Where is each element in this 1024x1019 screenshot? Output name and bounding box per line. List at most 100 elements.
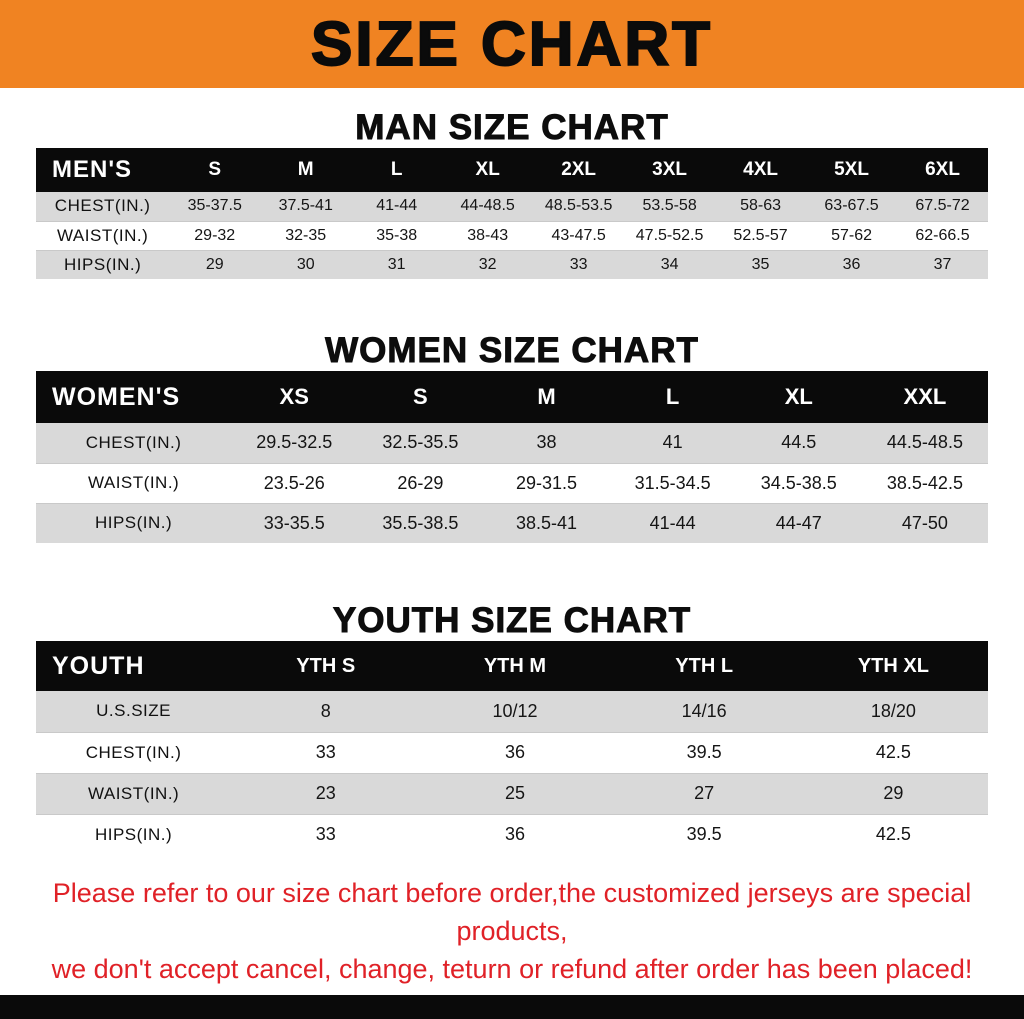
cell: 32 <box>442 249 534 279</box>
man-table-corner-cell: MEN'S <box>36 148 170 192</box>
size-header-cell: 2XL <box>533 148 625 192</box>
cell: 35 <box>715 249 807 279</box>
youth-table-header-row: YOUTH YTH S YTH M YTH L YTH XL <box>36 641 988 691</box>
cell: 23 <box>231 772 421 814</box>
cell: 35.5-38.5 <box>357 502 484 543</box>
cell: 32-35 <box>260 220 352 250</box>
cell: 43-47.5 <box>533 220 625 250</box>
size-header-cell: M <box>483 371 610 423</box>
cell: 32.5-35.5 <box>382 432 459 453</box>
size-header-cell: XXL <box>861 371 988 423</box>
cell: 29 <box>798 772 988 814</box>
cell: 41-44 <box>609 502 736 543</box>
row-label: HIPS(IN.) <box>36 249 170 279</box>
cell: 41 <box>662 432 683 453</box>
cell: 41-44 <box>376 197 418 215</box>
cell: 39.5 <box>609 731 799 773</box>
cell: 42.5 <box>798 813 988 855</box>
women-size-table: WOMEN'S XS S M L XL XXL CHEST(IN.) 29.5-… <box>36 371 988 543</box>
footer-disclaimer-line2: we don't accept cancel, change, teturn o… <box>51 953 973 984</box>
cell: 33 <box>231 813 421 855</box>
man-size-section: MAN SIZE CHART MEN'S S M L XL 2XL 3XL 4X… <box>0 108 1024 279</box>
table-row: WAIST(IN.) 23 25 27 29 <box>36 772 988 814</box>
footer-disclaimer: Please refer to our size chart before or… <box>0 875 1024 988</box>
cell: 36 <box>420 813 610 855</box>
cell: 29-32 <box>169 220 261 250</box>
cell: 26-29 <box>357 462 484 503</box>
cell: 38.5-42.5 <box>861 462 988 503</box>
row-label: HIPS(IN.) <box>36 813 232 855</box>
cell: 44.5 <box>781 432 817 453</box>
size-header-cell: S <box>357 371 484 423</box>
cell: 14/16 <box>681 700 727 721</box>
size-header-cell: XS <box>231 371 358 423</box>
size-header-cell: 6XL <box>897 148 988 192</box>
size-header-cell: YTH M <box>420 641 610 691</box>
cell: 44.5-48.5 <box>886 432 963 453</box>
cell: 33-35.5 <box>231 502 358 543</box>
cell: 36 <box>420 731 610 773</box>
women-size-section: WOMEN SIZE CHART WOMEN'S XS S M L XL XXL… <box>0 331 1024 543</box>
cell: 33 <box>533 249 625 279</box>
table-row: HIPS(IN.) 33-35.5 35.5-38.5 38.5-41 41-4… <box>36 502 988 543</box>
cell: 27 <box>609 772 799 814</box>
table-row: CHEST(IN.) 35-37.5 37.5-41 41-44 44-48.5… <box>36 192 988 221</box>
cell: 38 <box>536 432 557 453</box>
man-table-header-row: MEN'S S M L XL 2XL 3XL 4XL 5XL 6XL <box>36 148 988 192</box>
cell: 8 <box>320 700 331 721</box>
cell: 38.5-41 <box>483 502 610 543</box>
cell: 38-43 <box>442 220 534 250</box>
cell: 10/12 <box>492 700 538 721</box>
cell: 36 <box>806 249 898 279</box>
cell: 31.5-34.5 <box>609 462 736 503</box>
row-label: WAIST(IN.) <box>36 220 170 250</box>
table-row: U.S.SIZE 8 10/12 14/16 18/20 <box>36 691 988 732</box>
cell: 39.5 <box>609 813 799 855</box>
size-header-cell: S <box>169 148 261 192</box>
cell: 37 <box>897 249 988 279</box>
size-header-cell: 5XL <box>806 148 898 192</box>
row-label: WAIST(IN.) <box>36 462 232 503</box>
cell: 18/20 <box>870 700 916 721</box>
size-header-cell: YTH L <box>609 641 799 691</box>
cell: 37.5-41 <box>278 197 333 215</box>
size-header-cell: 4XL <box>715 148 807 192</box>
table-row: WAIST(IN.) 29-32 32-35 35-38 38-43 43-47… <box>36 220 988 250</box>
youth-size-section: YOUTH SIZE CHART YOUTH YTH S YTH M YTH L… <box>0 601 1024 855</box>
youth-size-table: YOUTH YTH S YTH M YTH L YTH XL U.S.SIZE … <box>36 641 988 855</box>
table-row: HIPS(IN.) 33 36 39.5 42.5 <box>36 813 988 855</box>
cell: 44-47 <box>735 502 862 543</box>
cell: 35-38 <box>351 220 443 250</box>
size-header-cell: XL <box>442 148 534 192</box>
cell: 25 <box>420 772 610 814</box>
page-title: SIZE CHART <box>310 9 713 80</box>
women-size-chart-heading: WOMEN SIZE CHART <box>325 331 699 371</box>
size-header-cell: L <box>609 371 736 423</box>
row-label: CHEST(IN.) <box>85 432 182 452</box>
cell: 48.5-53.5 <box>544 197 613 215</box>
cell: 47.5-52.5 <box>624 220 716 250</box>
cell: 29 <box>169 249 261 279</box>
table-row: HIPS(IN.) 29 30 31 32 33 34 35 36 37 <box>36 249 988 279</box>
man-size-chart-heading: MAN SIZE CHART <box>355 108 669 148</box>
size-header-cell: M <box>260 148 352 192</box>
row-label: CHEST(IN.) <box>54 196 151 216</box>
cell: 53.5-58 <box>642 197 697 215</box>
youth-table-corner-cell: YOUTH <box>36 641 232 691</box>
size-header-cell: L <box>351 148 443 192</box>
cell: 35-37.5 <box>187 197 242 215</box>
cell: 67.5-72 <box>915 197 970 215</box>
cell: 42.5 <box>798 731 988 773</box>
cell: 29-31.5 <box>483 462 610 503</box>
cell: 58-63 <box>740 197 782 215</box>
row-label: U.S.SIZE <box>96 701 171 721</box>
cell: 34.5-38.5 <box>735 462 862 503</box>
man-size-table: MEN'S S M L XL 2XL 3XL 4XL 5XL 6XL CHEST… <box>36 148 988 279</box>
table-row: WAIST(IN.) 23.5-26 26-29 29-31.5 31.5-34… <box>36 462 988 503</box>
size-chart-banner: SIZE CHART <box>0 0 1024 88</box>
size-header-cell: YTH S <box>231 641 421 691</box>
row-label: WAIST(IN.) <box>36 772 232 814</box>
cell: 63-67.5 <box>824 197 879 215</box>
cell: 31 <box>351 249 443 279</box>
cell: 62-66.5 <box>897 220 988 250</box>
